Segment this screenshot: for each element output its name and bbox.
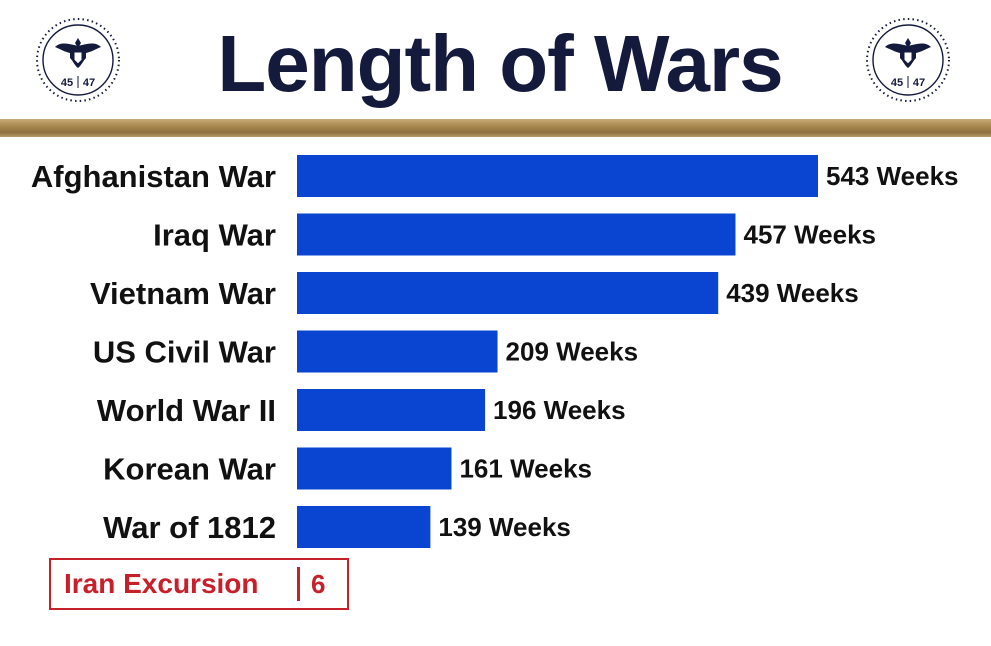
bar [297,389,486,431]
category-label: War of 1812 [103,510,276,545]
iran-excursion-label: Iran Excursion [64,568,259,599]
seal-number-left: 45 [891,77,903,89]
category-label: Korean War [103,452,276,487]
seal-number-right: 47 [83,77,95,89]
data-label: 543 Weeks [826,161,959,191]
gold-divider [0,119,991,137]
category-label: Afghanistan War [31,159,276,194]
category-label: World War II [97,393,276,428]
data-label: 161 Weeks [459,454,592,484]
data-label: 196 Weeks [493,395,626,425]
bar [297,155,818,197]
bar [297,447,452,490]
data-label: 439 Weeks [726,278,859,308]
bar [297,506,431,548]
presidential-seal-right: 45 47 [866,18,950,102]
category-label: US Civil War [93,335,276,370]
data-label: 457 Weeks [743,220,876,250]
data-label: 209 Weeks [506,337,639,367]
bar [297,213,736,256]
iran-excursion-callout: Iran Excursion 6 [49,558,349,610]
bar [297,272,719,314]
category-label: Iraq War [153,218,276,253]
page-title: Length of Wars [217,19,783,108]
seal-number-right: 47 [913,77,925,89]
iran-excursion-value: 6 [311,569,326,599]
category-label: Vietnam War [90,276,276,311]
data-label: 139 Weeks [438,512,571,542]
war-length-bar-chart: Afghanistan War 543 Weeks Iraq War 457 Week… [31,155,959,548]
bar [297,330,498,373]
seal-number-left: 45 [61,77,73,89]
callout-separator [297,567,300,601]
presidential-seal-left: 45 47 [36,18,120,102]
